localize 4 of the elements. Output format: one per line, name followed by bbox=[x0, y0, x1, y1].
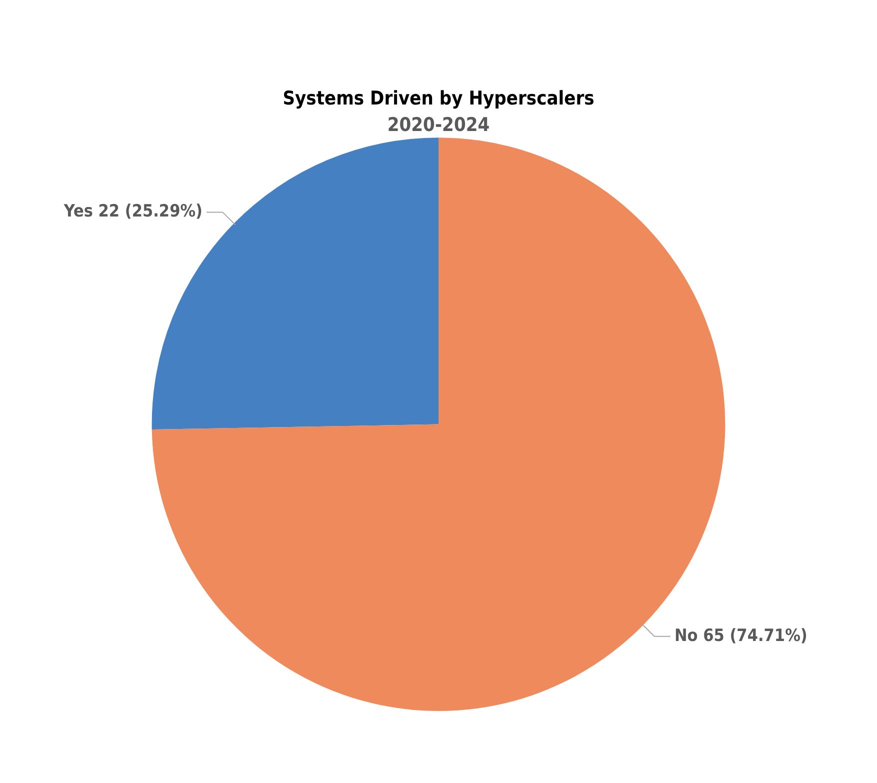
chart-subtitle: 2020-2024 bbox=[387, 114, 490, 136]
slice-label: No 65 (74.71%) bbox=[674, 626, 808, 646]
slice-label: Yes 22 (25.29%) bbox=[62, 202, 203, 222]
chart-title: Systems Driven by Hyperscalers bbox=[282, 87, 594, 110]
